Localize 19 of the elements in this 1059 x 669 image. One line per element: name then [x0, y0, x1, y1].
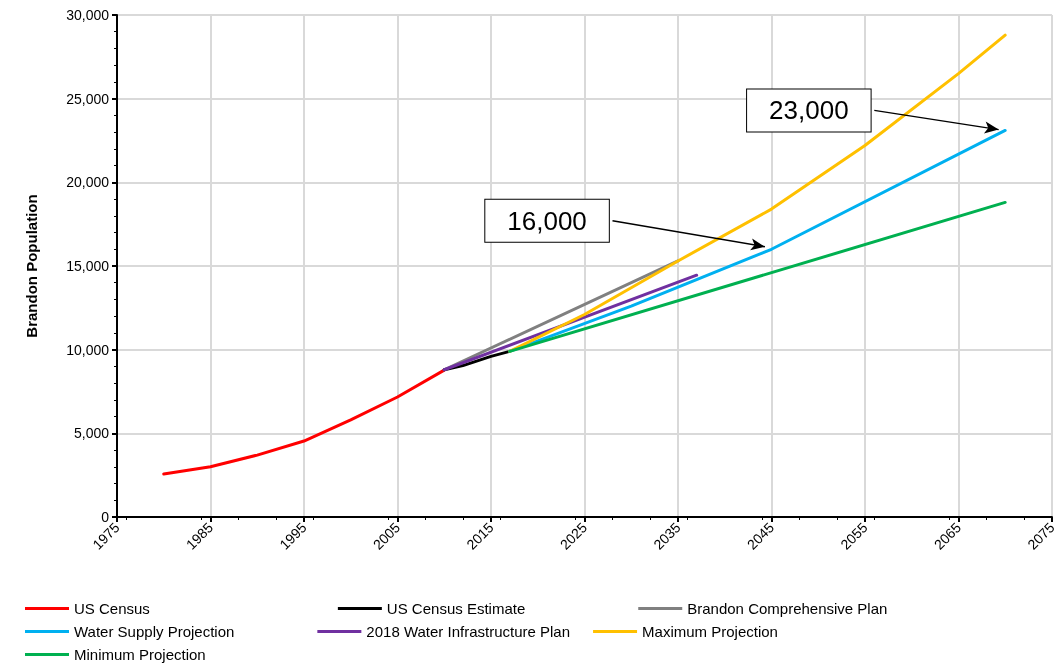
line-series [162, 368, 446, 476]
y-tick-label: 15,000 [66, 258, 110, 274]
y-tick-label: 25,000 [66, 90, 110, 107]
annotation: 23,000 [769, 95, 849, 126]
legend-label: US Census Estimate [386, 600, 631, 617]
legend-label: Maximum Projection [642, 623, 883, 640]
y-tick-label: 10,000 [66, 341, 110, 358]
y-tick-label: 0 [101, 509, 110, 525]
line-series [508, 33, 1007, 353]
legend-label: 2018 Water Infrastructure Plan [366, 623, 586, 640]
legend-label: Brandon Comprehensive Plan [687, 600, 933, 617]
y-axis-title: Brandon Population [23, 194, 40, 338]
legend-label: Water Supply Projection [74, 623, 310, 640]
legend-label: Minimum Projection [74, 646, 311, 663]
annotation: 16,000 [507, 205, 587, 236]
y-tick-label: 20,000 [66, 174, 110, 191]
y-tick-label: 5,000 [73, 425, 110, 442]
y-tick-label: 30,000 [66, 7, 110, 23]
legend-label: US Census [74, 600, 330, 617]
